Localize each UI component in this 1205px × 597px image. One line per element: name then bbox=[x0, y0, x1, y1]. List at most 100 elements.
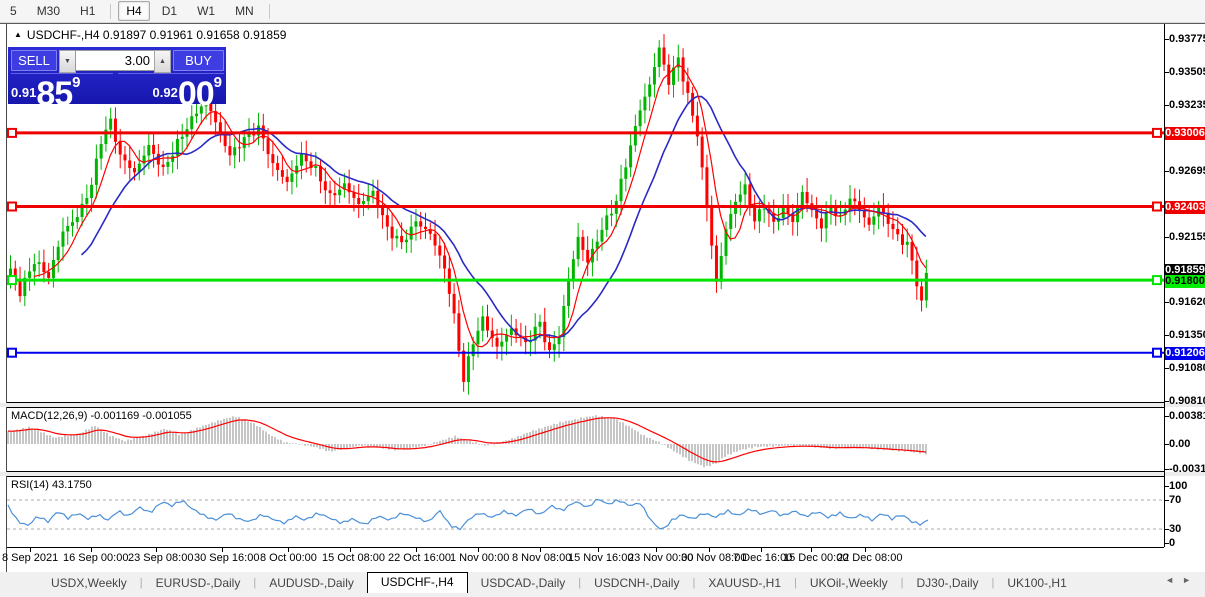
volume-increase-button[interactable]: ▲ bbox=[154, 50, 171, 73]
macd-label: MACD(12,26,9) -0.001169 -0.001055 bbox=[11, 410, 192, 422]
timeframe-button-w1[interactable]: W1 bbox=[197, 4, 216, 18]
time-axis-tick bbox=[350, 548, 351, 552]
time-axis-label: 22 Dec 08:00 bbox=[837, 552, 903, 564]
time-axis-tick bbox=[540, 548, 541, 552]
time-axis-tick bbox=[598, 548, 599, 552]
time-axis-label: 23 Nov 00:00 bbox=[628, 552, 694, 564]
tab-separator: | bbox=[253, 577, 257, 589]
time-axis-tick bbox=[709, 548, 710, 552]
price-marker-0.91859: 0.91859 bbox=[1165, 264, 1205, 277]
main-panel-bottom-border bbox=[7, 402, 1164, 403]
axis-tick bbox=[1164, 416, 1169, 417]
axis-tick bbox=[1164, 529, 1169, 530]
axis-tick bbox=[1164, 469, 1169, 470]
macd-axis-label: 0.00 bbox=[1169, 438, 1191, 450]
sell-price-pips: 85 bbox=[36, 75, 73, 113]
rsi-axis-label: 30 bbox=[1169, 523, 1182, 535]
price-axis-label: 0.93775 bbox=[1169, 33, 1205, 45]
time-axis-tick bbox=[811, 548, 812, 552]
sell-price-display[interactable]: 0.91859 bbox=[11, 73, 113, 111]
volume-input[interactable] bbox=[75, 50, 156, 71]
tab-ukoil-weekly[interactable]: UKOil-,Weekly bbox=[809, 576, 888, 590]
axis-tick bbox=[1164, 444, 1169, 445]
sell-price-base: 0.91 bbox=[11, 85, 37, 100]
timeframe-button-m30[interactable]: M30 bbox=[36, 4, 61, 18]
window-left-border bbox=[6, 24, 7, 572]
price-axis-label: 0.91620 bbox=[1169, 296, 1205, 308]
rsi-axis-label: 0 bbox=[1169, 537, 1176, 549]
axis-tick bbox=[1164, 500, 1169, 501]
tab-separator: | bbox=[139, 577, 143, 589]
time-axis-tick bbox=[222, 548, 223, 552]
rsi-panel-top-border bbox=[7, 476, 1164, 477]
time-axis-tick bbox=[416, 548, 417, 552]
panel-splitter[interactable] bbox=[0, 403, 1205, 407]
timeframe-button-mn[interactable]: MN bbox=[235, 4, 254, 18]
macd-panel-bottom-border bbox=[7, 471, 1164, 472]
price-axis-label: 0.93505 bbox=[1169, 66, 1205, 78]
tab-usdx-weekly[interactable]: USDX,Weekly bbox=[51, 576, 127, 590]
tab-separator: | bbox=[794, 577, 797, 589]
time-axis-tick bbox=[30, 548, 31, 552]
tab-usdcnh-daily[interactable]: USDCNH-,Daily bbox=[594, 576, 680, 590]
price-axis-label: 0.90810 bbox=[1169, 395, 1205, 407]
rsi-axis-label: 70 bbox=[1169, 494, 1182, 506]
rsi-panel-bottom-border bbox=[7, 547, 1164, 548]
time-axis-label: 23 Sep 08:00 bbox=[128, 552, 194, 564]
main-chart-canvas[interactable] bbox=[7, 24, 1164, 403]
price-axis-line bbox=[1164, 24, 1165, 547]
price-axis-label: 0.91350 bbox=[1169, 329, 1205, 341]
sell-button[interactable]: SELL bbox=[11, 50, 57, 71]
tab-usdcad-daily[interactable]: USDCAD-,Daily bbox=[480, 576, 566, 590]
tab-scroll-left-icon[interactable]: ◄ bbox=[1165, 575, 1183, 585]
rsi-label: RSI(14) 43.1750 bbox=[11, 479, 92, 491]
time-axis-tick bbox=[865, 548, 866, 552]
chart-tab-bar: USDX,Weekly | EURUSD-,Daily | AUDUSD-,Daily U… bbox=[0, 572, 1205, 593]
tab-xauusd-h1[interactable]: XAUUSD-,H1 bbox=[708, 576, 781, 590]
axis-tick bbox=[1164, 543, 1169, 544]
price-axis-label: 0.92155 bbox=[1169, 231, 1205, 243]
rsi-axis-label: 100 bbox=[1169, 480, 1188, 492]
buy-price-display[interactable]: 0.92009 bbox=[118, 73, 224, 111]
time-axis-label: 22 Oct 16:00 bbox=[388, 552, 451, 564]
tab-audusd-daily[interactable]: AUDUSD-,Daily bbox=[269, 576, 354, 590]
rsi-chart-canvas[interactable] bbox=[7, 477, 1164, 547]
tab-separator: | bbox=[900, 577, 904, 589]
tab-usdchf-h4[interactable]: USDCHF-,H4 bbox=[366, 572, 468, 593]
time-axis-tick bbox=[478, 548, 479, 552]
timeframe-button-h4[interactable]: H4 bbox=[118, 1, 150, 21]
timeframe-toolbar: 5 M30 H1 H4 D1 W1 MN bbox=[0, 0, 1205, 23]
timeframe-button-h1[interactable]: H1 bbox=[80, 4, 96, 18]
time-axis-label: 15 Nov 16:00 bbox=[568, 552, 634, 564]
time-axis-label: 8 Nov 08:00 bbox=[512, 552, 572, 564]
price-axis-label: 0.93235 bbox=[1169, 99, 1205, 111]
volume-decrease-button[interactable]: ▼ bbox=[59, 50, 76, 73]
sell-price-point: 9 bbox=[72, 74, 81, 91]
buy-price-point: 9 bbox=[213, 74, 222, 91]
timeframe-button-5[interactable]: 5 bbox=[10, 4, 17, 18]
chart-ohlc-title: ▲ USDCHF-,H4 0.91897 0.91961 0.91658 0.91… bbox=[14, 28, 286, 42]
toolbar-separator bbox=[268, 3, 270, 19]
buy-price-base: 0.92 bbox=[152, 85, 178, 100]
time-axis-tick bbox=[761, 548, 762, 552]
axis-tick bbox=[1164, 302, 1169, 303]
macd-chart-canvas[interactable] bbox=[7, 408, 1164, 471]
axis-tick bbox=[1164, 335, 1169, 336]
tab-dj30-daily[interactable]: DJ30-,Daily bbox=[916, 576, 979, 590]
tab-scroll-right-icon[interactable]: ► bbox=[1182, 575, 1199, 585]
panel-splitter[interactable] bbox=[0, 472, 1205, 476]
timeframe-button-d1[interactable]: D1 bbox=[161, 4, 178, 18]
collapse-panel-icon[interactable]: ▲ bbox=[14, 30, 22, 39]
price-marker-0.91800: 0.91800 bbox=[1165, 275, 1205, 288]
buy-button[interactable]: BUY bbox=[173, 50, 224, 71]
tab-separator: | bbox=[692, 577, 696, 589]
time-axis-tick bbox=[156, 548, 157, 552]
chart-window: ▲ USDCHF-,H4 0.91897 0.91961 0.91658 0.91… bbox=[0, 23, 1205, 573]
tab-eurusd-daily[interactable]: EURUSD-,Daily bbox=[155, 576, 241, 590]
toolbar-separator bbox=[110, 3, 112, 19]
axis-tick bbox=[1164, 72, 1169, 73]
price-axis-label: 0.92695 bbox=[1169, 165, 1205, 177]
tab-uk100-h1[interactable]: UK100-,H1 bbox=[1007, 576, 1067, 590]
